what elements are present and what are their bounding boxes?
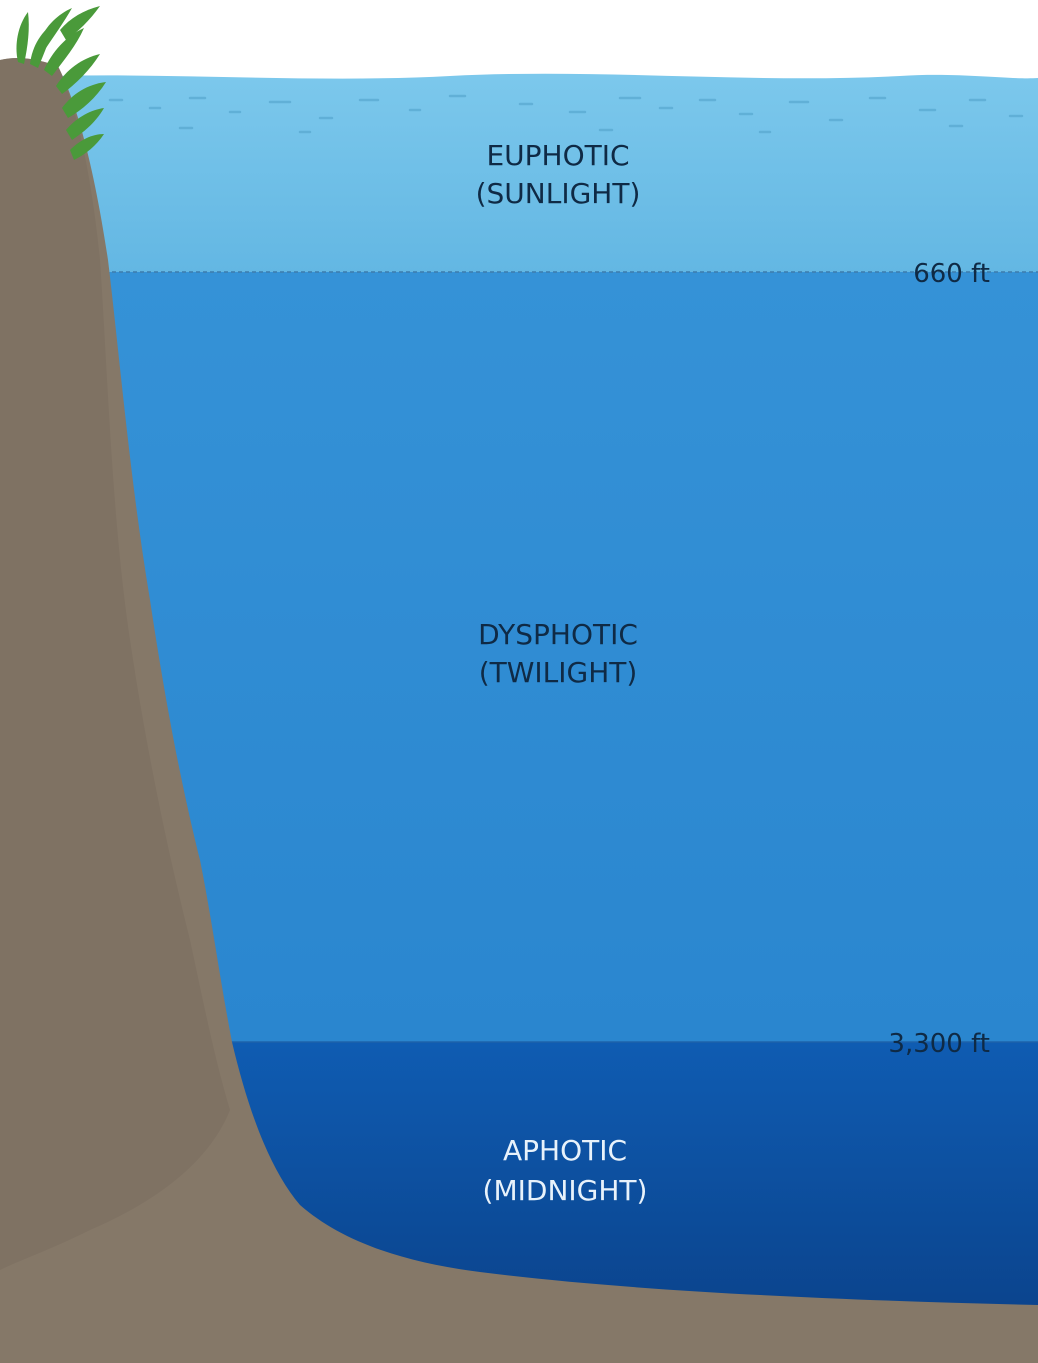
rock-cliff: [0, 57, 1038, 1363]
cliff-face: [0, 57, 1038, 1363]
euphotic-zone: [0, 73, 1038, 272]
zone-name: EUPHOTIC: [486, 139, 629, 172]
zone-subtitle: (SUNLIGHT): [476, 177, 641, 210]
zone-name: DYSPHOTIC: [478, 618, 638, 651]
surface-ripples: [108, 94, 1024, 134]
depth-label-3300ft: 3,300 ft: [888, 1029, 990, 1059]
zone-label-euphotic: EUPHOTIC (SUNLIGHT): [476, 139, 641, 210]
zone-label-aphotic: APHOTIC (MIDNIGHT): [483, 1134, 648, 1207]
zone-name: APHOTIC: [503, 1134, 627, 1167]
cliff-shadow: [0, 57, 230, 1270]
depth-label-660ft: 660 ft: [913, 259, 990, 289]
zone-subtitle: (MIDNIGHT): [483, 1174, 648, 1207]
zone-subtitle: (TWILIGHT): [479, 656, 638, 689]
zone-label-dysphotic: DYSPHOTIC (TWILIGHT): [478, 618, 638, 689]
seaweed-icon: [16, 6, 106, 160]
